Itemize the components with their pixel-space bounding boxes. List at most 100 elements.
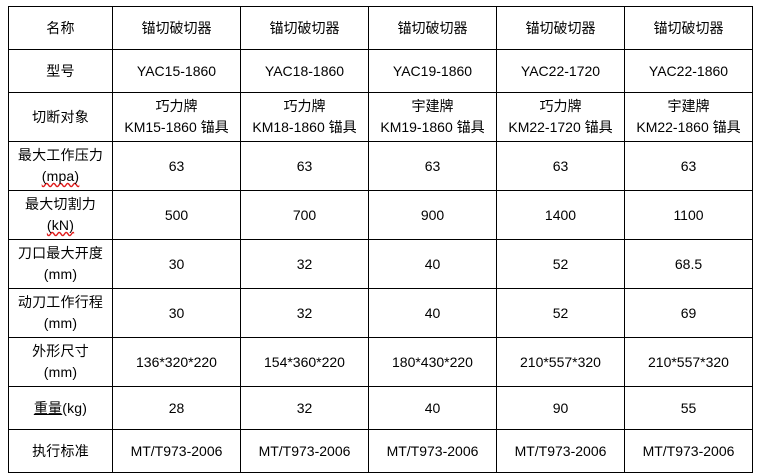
cell-name-col1: 锚切破切器 [112, 6, 241, 50]
cell-value: 锚切破切器 [525, 19, 596, 36]
cell-execution-standard-col1: MT/T973-2006 [112, 429, 241, 473]
row-label-text: 最大工作压力 [17, 147, 104, 163]
cell-max-working-pressure-col5: 63 [624, 141, 753, 191]
cell-name-col3: 锚切破切器 [368, 6, 497, 50]
cell-value: 32 [296, 255, 313, 272]
cell-model-col4: YAC22-1720 [496, 49, 625, 93]
row-label-text: 名称 [46, 19, 75, 36]
row-label-unit: (mpa) [12, 166, 109, 187]
cell-value: 1100 [673, 206, 704, 223]
cell-execution-standard-col2: MT/T973-2006 [240, 429, 369, 473]
cell-blade-working-stroke-col4: 52 [496, 288, 625, 338]
cell-value: 52 [552, 255, 569, 272]
cell-value: 锚切破切器 [141, 19, 212, 36]
cell-value: 30 [168, 255, 185, 272]
row-label-execution-standard: 执行标准 [8, 429, 113, 473]
row-label-cutting-object: 切断对象 [8, 92, 113, 142]
table-row: 最大切割力 (kN) 500 700 900 1400 1100 [8, 190, 753, 240]
cell-value: YAC15-1860 [136, 62, 217, 79]
cell-name-col4: 锚切破切器 [496, 6, 625, 50]
spellcheck-underline: (kN) [46, 217, 75, 233]
specification-table: 名称 锚切破切器 锚切破切器 锚切破切器 锚切破切器 锚切破切器型号 YAC15-1860 Y… [8, 6, 753, 473]
cell-name-col2: 锚切破切器 [240, 6, 369, 50]
cell-max-cutting-force-col4: 1400 [496, 190, 625, 240]
table-row: 刀口最大开度 (mm) 30 32 40 52 68.5 [8, 239, 753, 289]
cell-value: 30 [168, 304, 185, 321]
cell-max-blade-opening-col2: 32 [240, 239, 369, 289]
cell-value: 1400 [544, 206, 577, 223]
table-row: 执行标准 MT/T973-2006 MT/T973-2006 MT/T973-2006… [8, 429, 753, 473]
cell-max-cutting-force-col1: 500 [112, 190, 241, 240]
cell-value: 69 [680, 304, 697, 321]
cell-subvalue: KM22-1720 锚具 [508, 119, 613, 135]
table-row: 动刀工作行程 (mm) 30 32 40 52 69 [8, 288, 753, 338]
row-label-text: 重量(kg) [12, 398, 109, 419]
cell-value: 63 [680, 157, 697, 174]
cell-model-col2: YAC18-1860 [240, 49, 369, 93]
cell-value: 154*360*220 [264, 353, 345, 370]
row-label-model: 型号 [8, 49, 113, 93]
cell-value: 锚切破切器 [653, 19, 724, 36]
underlined-text: 重量 [33, 399, 63, 416]
cell-max-blade-opening-col1: 30 [112, 239, 241, 289]
spellcheck-underline: (mpa) [41, 168, 80, 184]
cell-value: YAC18-1860 [264, 62, 345, 79]
specification-table-body: 名称 锚切破切器 锚切破切器 锚切破切器 锚切破切器 锚切破切器型号 YAC15-1860 Y… [8, 6, 753, 473]
table-row: 型号 YAC15-1860 YAC18-1860 YAC19-1860 YAC22-17… [8, 49, 753, 93]
cell-value: YAC22-1860 [648, 62, 729, 79]
cell-value: 63 [168, 157, 185, 174]
cell-subvalue: KM22-1860 锚具 [636, 119, 741, 135]
cell-max-blade-opening-col3: 40 [368, 239, 497, 289]
cell-value: 32 [296, 399, 313, 416]
row-label-max-working-pressure: 最大工作压力 (mpa) [8, 141, 113, 191]
cell-value: 40 [424, 255, 441, 272]
row-label-text: 动刀工作行程 [17, 294, 104, 310]
cell-cutting-object-col5: 宇建牌 KM22-1860 锚具 [624, 92, 753, 142]
cell-blade-working-stroke-col1: 30 [112, 288, 241, 338]
row-label-overall-dimensions: 外形尺寸 (mm) [8, 337, 113, 387]
row-label-text: 刀口最大开度 [17, 245, 104, 261]
cell-value: 28 [168, 399, 185, 416]
row-label-unit: (mm) [43, 315, 78, 331]
cell-max-blade-opening-col4: 52 [496, 239, 625, 289]
row-label-text: 执行标准 [32, 442, 89, 459]
cell-name-col5: 锚切破切器 [624, 6, 753, 50]
table-row: 最大工作压力 (mpa) 63 63 63 63 63 [8, 141, 753, 191]
cell-value: 巧力牌 [539, 98, 582, 114]
cell-model-col1: YAC15-1860 [112, 49, 241, 93]
table-row: 外形尺寸 (mm) 136*320*220 154*360*220 180*430*22… [8, 337, 753, 387]
row-label-weight: 重量(kg) [8, 386, 113, 430]
cell-cutting-object-col1: 巧力牌 KM15-1860 锚具 [112, 92, 241, 142]
cell-weight-col3: 40 [368, 386, 497, 430]
table-row: 重量(kg) 28 32 40 90 55 [8, 386, 753, 430]
cell-value: YAC19-1860 [392, 62, 473, 79]
cell-overall-dimensions-col3: 180*430*220 [368, 337, 497, 387]
cell-max-working-pressure-col2: 63 [240, 141, 369, 191]
cell-value: 锚切破切器 [269, 19, 340, 36]
row-label-text: 切断对象 [32, 108, 89, 125]
cell-max-working-pressure-col3: 63 [368, 141, 497, 191]
cell-weight-col1: 28 [112, 386, 241, 430]
cell-value: 巧力牌 [283, 98, 326, 114]
cell-value: 90 [552, 399, 569, 416]
row-label-max-cutting-force: 最大切割力 (kN) [8, 190, 113, 240]
cell-value: 宇建牌 [667, 98, 710, 114]
cell-value: 52 [552, 304, 569, 321]
cell-max-working-pressure-col1: 63 [112, 141, 241, 191]
row-label-text: 型号 [46, 62, 75, 79]
cell-subvalue: KM19-1860 锚具 [380, 119, 485, 135]
cell-blade-working-stroke-col5: 69 [624, 288, 753, 338]
cell-value: 180*430*220 [392, 353, 473, 370]
cell-max-cutting-force-col2: 700 [240, 190, 369, 240]
cell-value: 900 [420, 206, 445, 223]
row-label-unit: (kN) [12, 215, 109, 236]
cell-overall-dimensions-col5: 210*557*320 [624, 337, 753, 387]
cell-value: 63 [552, 157, 569, 174]
table-row: 切断对象 巧力牌 KM15-1860 锚具 巧力牌 KM18-1860 锚具 宇建牌 KM1… [8, 92, 753, 142]
cell-value: 500 [164, 206, 189, 223]
cell-weight-col5: 55 [624, 386, 753, 430]
cell-max-working-pressure-col4: 63 [496, 141, 625, 191]
cell-model-col3: YAC19-1860 [368, 49, 497, 93]
cell-max-cutting-force-col5: 1100 [624, 190, 753, 240]
